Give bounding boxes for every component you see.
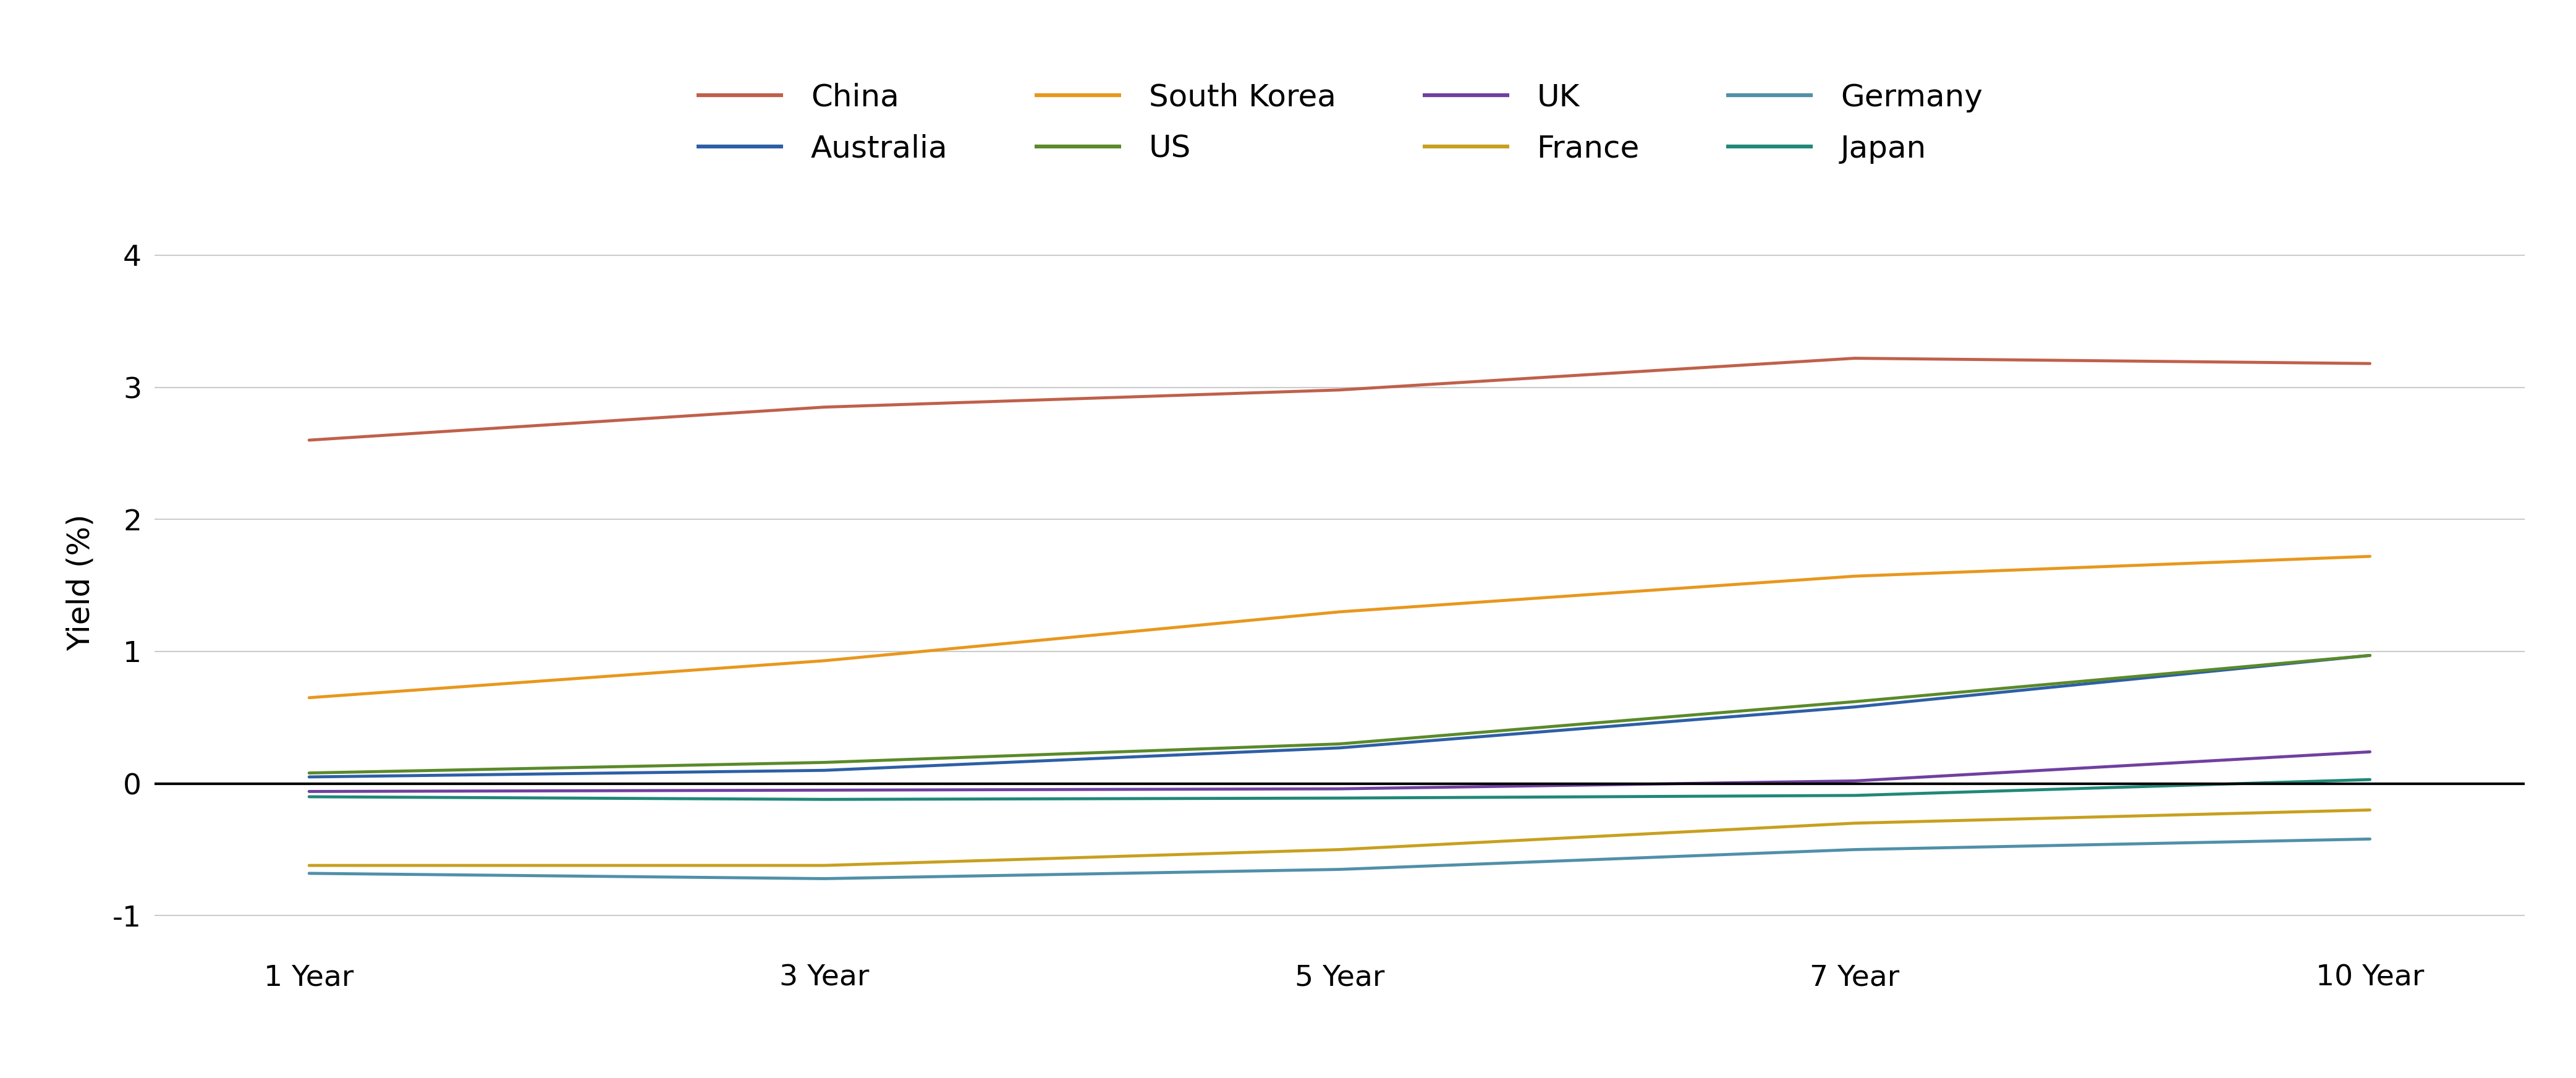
Legend: China, Australia, South Korea, US, UK, France, Germany, Japan: China, Australia, South Korea, US, UK, F… xyxy=(696,83,1984,164)
Y-axis label: Yield (%): Yield (%) xyxy=(67,513,95,651)
